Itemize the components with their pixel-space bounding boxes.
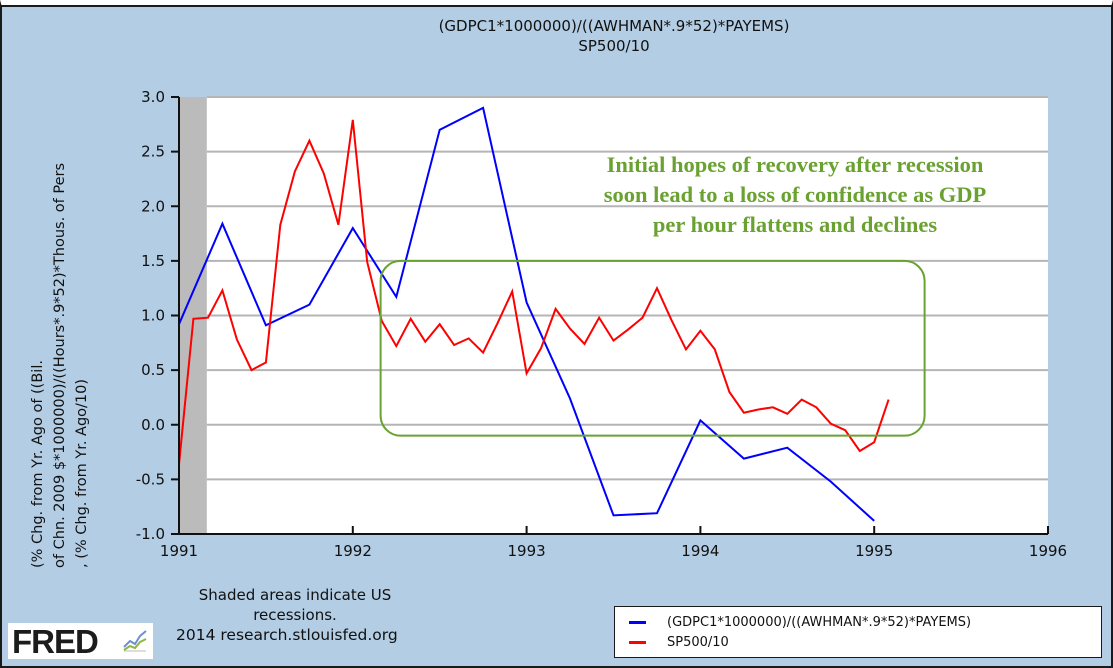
y-tick-label: -1.0 xyxy=(136,525,165,543)
y-tick-label: 2.0 xyxy=(141,197,165,215)
fred-logo-text: FRED xyxy=(12,623,99,660)
recession-note: Shaded areas indicate US recessions. xyxy=(160,585,430,625)
legend: (GDPC1*1000000)/((AWHMAN*.9*52)*PAYEMS) … xyxy=(614,606,1102,658)
series-line-gdp-per-hour xyxy=(178,106,875,522)
y-tick-label: 0.5 xyxy=(141,361,165,379)
grid-layer xyxy=(206,96,1048,481)
legend-item: SP500/10 xyxy=(629,632,729,652)
annotation-line-2: soon lead to a loss of confidence as GDP xyxy=(603,182,987,207)
x-tick-label: 1993 xyxy=(508,542,546,560)
fred-logo[interactable]: FRED xyxy=(8,623,153,660)
y-tick-label: 1.5 xyxy=(141,252,165,270)
x-tick-label: 1995 xyxy=(855,542,893,560)
chart-line-icon xyxy=(122,627,148,653)
frame-top-border xyxy=(0,5,1113,7)
x-tick-label: 1994 xyxy=(681,542,719,560)
y-tick-label: 1.0 xyxy=(141,307,165,325)
annotation-text: Initial hopes of recovery after recessio… xyxy=(535,150,1055,240)
y-tick-label: 3.0 xyxy=(141,88,165,106)
annotation-line-1: Initial hopes of recovery after recessio… xyxy=(606,152,984,177)
axis-layer: -1.0 -0.5 0.0 0.5 1.0 1.5 2.0 2.5 3.0 1991 1992 199… xyxy=(136,88,1067,560)
x-tick-label: 1991 xyxy=(160,542,198,560)
chart-title-line-2: SP500/10 xyxy=(578,37,650,55)
y-tick-label: 2.5 xyxy=(141,143,165,161)
recession-note-line-1: Shaded areas indicate US xyxy=(198,586,392,604)
legend-item: (GDPC1*1000000)/((AWHMAN*.9*52)*PAYEMS) xyxy=(629,612,971,632)
legend-swatch-red xyxy=(629,640,646,644)
annotation-line-3: per hour flattens and declines xyxy=(652,212,938,237)
legend-swatch-blue xyxy=(629,620,646,624)
series-layer xyxy=(178,106,890,522)
chart-title-line-1: (GDPC1*1000000)/((AWHMAN*.9*52)*PAYEMS) xyxy=(438,17,790,35)
x-tick-label: 1996 xyxy=(1029,542,1067,560)
legend-label: (GDPC1*1000000)/((AWHMAN*.9*52)*PAYEMS) xyxy=(667,614,972,630)
annotation-layer xyxy=(379,259,926,437)
y-tick-label: 0.0 xyxy=(141,416,165,434)
x-tick-label: 1992 xyxy=(334,542,372,560)
copyright-text: 2014 research.stlouisfed.org xyxy=(176,626,398,644)
legend-label: SP500/10 xyxy=(667,634,729,650)
annotation-box xyxy=(379,259,926,437)
recession-note-line-2: recessions. xyxy=(253,606,337,624)
series-line-sp500 xyxy=(178,119,890,465)
y-tick-label: -0.5 xyxy=(136,470,165,488)
